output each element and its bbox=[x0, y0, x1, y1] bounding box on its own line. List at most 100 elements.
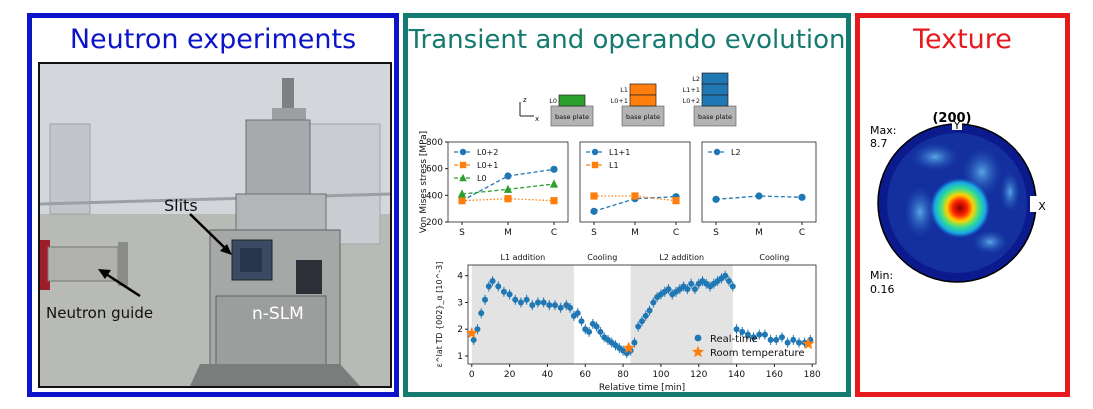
stress-legend-marker bbox=[591, 148, 599, 156]
stress-point bbox=[458, 197, 466, 205]
strain-point bbox=[586, 328, 593, 335]
strain-ytick-label: 2 bbox=[457, 325, 463, 335]
strain-point bbox=[622, 341, 635, 354]
strain-point bbox=[756, 331, 763, 338]
stress-legend-marker bbox=[459, 148, 467, 156]
strain-ylabel: ε^lat TD {002}_α [10^-3] bbox=[435, 262, 444, 368]
strain-point bbox=[688, 280, 695, 287]
layer-block-l0-plus-2 bbox=[701, 94, 729, 107]
strain-point bbox=[482, 296, 489, 303]
stress-point bbox=[549, 179, 559, 188]
strain-point bbox=[650, 299, 657, 306]
min-label: Min: bbox=[870, 269, 893, 282]
stress-xtick-label: M bbox=[755, 228, 763, 238]
stress-point bbox=[798, 193, 806, 201]
stress-point bbox=[631, 192, 639, 200]
base-plate-label-0: base plate bbox=[555, 113, 589, 121]
strain-xtick-label: 140 bbox=[728, 370, 745, 380]
strain-xtick-label: 40 bbox=[542, 370, 554, 380]
strain-ytick-label: 3 bbox=[457, 298, 463, 308]
phase-label: Cooling bbox=[759, 253, 789, 262]
pole-figure: (200) Y X Max: 8.7 Min: 0.16 bbox=[870, 111, 1046, 296]
strain-xtick-label: 80 bbox=[617, 370, 629, 380]
strain-point bbox=[557, 304, 564, 311]
strain-point bbox=[726, 278, 732, 285]
strain-point bbox=[691, 286, 698, 293]
strain-legend-marker bbox=[694, 334, 702, 342]
stress-point bbox=[590, 207, 598, 215]
strain-ytick-label: 1 bbox=[457, 352, 463, 362]
stress-point bbox=[550, 197, 558, 205]
stress-legend-label: L1+1 bbox=[609, 148, 630, 157]
strain-point bbox=[593, 323, 600, 330]
stress-point bbox=[712, 195, 720, 203]
strain-xtick-label: 100 bbox=[652, 370, 669, 380]
phase-band bbox=[471, 265, 574, 364]
stress-xtick-label: S bbox=[591, 228, 597, 238]
layer-label-l2: L2 bbox=[692, 75, 700, 83]
layer-block-l0 bbox=[558, 94, 586, 107]
stress-xtick-label: C bbox=[551, 228, 557, 238]
neutron-experiments-title: Neutron experiments bbox=[69, 24, 357, 55]
layer-block-l1-plus-1 bbox=[701, 83, 729, 96]
strain-legend-marker bbox=[691, 345, 705, 358]
stress-ytick-label: 800 bbox=[426, 138, 443, 148]
transient-evolution-title: Transient and operando evolution bbox=[408, 25, 846, 55]
transient-evolution-panel: Transient and operando evolution z x base … bbox=[403, 13, 851, 397]
stress-xtick-label: C bbox=[673, 228, 679, 238]
strain-ytick-label: 4 bbox=[457, 272, 463, 282]
stress-ytick-label: 600 bbox=[426, 165, 443, 175]
strain-xtick-label: 120 bbox=[690, 370, 707, 380]
strain-legend-label: Real-time bbox=[710, 334, 758, 345]
stress-xtick-label: S bbox=[713, 228, 719, 238]
strain-point bbox=[512, 296, 519, 303]
stress-point bbox=[550, 165, 558, 173]
stress-ylabel: Von Mises stress [MPa] bbox=[419, 131, 429, 233]
phase-label: L2 addition bbox=[659, 253, 704, 262]
evolution-figure: z x base plate L0 base plate L1 L0+1 base plate… bbox=[419, 72, 821, 392]
stress-ytick-label: 400 bbox=[426, 191, 443, 201]
strain-xtick-label: 160 bbox=[766, 370, 783, 380]
strain-point bbox=[750, 334, 757, 341]
strain-point bbox=[597, 328, 604, 335]
stress-point bbox=[672, 197, 680, 205]
strain-point bbox=[546, 302, 553, 309]
layer-label-l1-plus-1: L1+1 bbox=[683, 86, 700, 94]
neutron-experiments-panel: Neutron experiments bbox=[27, 13, 399, 397]
stress-legend-marker bbox=[591, 161, 599, 169]
texture-maximum bbox=[930, 178, 990, 238]
strain-point bbox=[485, 283, 492, 290]
pole-axis-y: Y bbox=[953, 119, 961, 132]
strain-point bbox=[767, 336, 774, 343]
layer-label-l0-plus-2: L0+2 bbox=[683, 97, 700, 105]
stress-xtick-label: S bbox=[459, 228, 465, 238]
n-slm-label: n-SLM bbox=[252, 304, 304, 324]
stress-xtick-label: M bbox=[631, 228, 639, 238]
strain-point bbox=[574, 310, 581, 317]
strain-point bbox=[773, 336, 780, 343]
strain-point bbox=[495, 283, 502, 290]
strain-point bbox=[517, 299, 524, 306]
strain-point bbox=[470, 336, 477, 343]
strain-point bbox=[802, 337, 815, 350]
strain-point bbox=[534, 299, 541, 306]
strain-point bbox=[552, 302, 558, 309]
strain-point bbox=[744, 331, 751, 338]
strain-point bbox=[523, 296, 530, 303]
slits-label: Slits bbox=[164, 196, 198, 215]
stress-legend-marker bbox=[459, 161, 467, 169]
min-value: 0.16 bbox=[870, 283, 895, 296]
stress-legend-label: L1 bbox=[609, 161, 619, 170]
max-value: 8.7 bbox=[870, 137, 888, 150]
stress-point bbox=[504, 172, 512, 180]
strain-point bbox=[635, 323, 642, 330]
strain-point bbox=[529, 302, 536, 309]
stress-xtick-label: M bbox=[504, 228, 512, 238]
strain-xtick-label: 60 bbox=[580, 370, 592, 380]
base-plate-label-2: base plate bbox=[698, 113, 732, 121]
strain-point bbox=[631, 339, 638, 346]
stress-xtick-label: C bbox=[799, 228, 805, 238]
strain-point bbox=[729, 283, 736, 290]
max-label: Max: bbox=[870, 124, 896, 137]
strain-point bbox=[790, 336, 797, 343]
